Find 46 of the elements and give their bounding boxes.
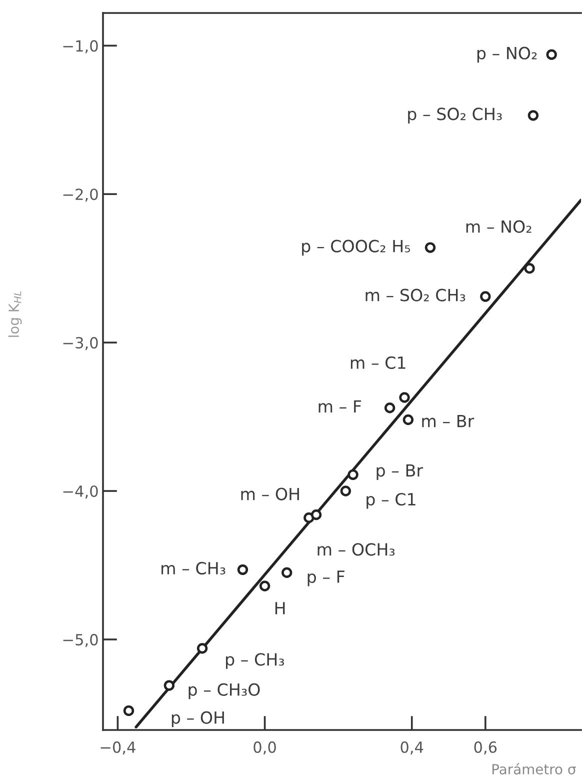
annotation: m – Br bbox=[422, 414, 474, 428]
x-tick-label: 0,4 bbox=[400, 741, 424, 754]
y-tick-label: −5,0 bbox=[63, 634, 98, 648]
point bbox=[164, 680, 175, 691]
y-tick-label: −3,0 bbox=[63, 337, 98, 350]
x-axis-title: Parámetro σ bbox=[492, 763, 576, 774]
annotation: p – CH₃ bbox=[226, 653, 284, 669]
annotation: m – F bbox=[318, 400, 362, 412]
annotation: m – CH₃ bbox=[162, 562, 226, 575]
point bbox=[348, 469, 358, 480]
y-tick-label: −1,0 bbox=[63, 40, 98, 54]
annotation: p – C1 bbox=[366, 492, 416, 509]
y-tick-label: −2,0 bbox=[63, 188, 98, 202]
annotation: p – OH bbox=[172, 711, 224, 728]
y-tick-label: −4,0 bbox=[63, 485, 98, 499]
annotation: p – NO₂ bbox=[477, 46, 537, 63]
point bbox=[524, 262, 535, 274]
y-axis-title: log K$_{HL}$ bbox=[8, 291, 22, 337]
annotation: m – C1 bbox=[350, 356, 406, 369]
annotation: m – OH bbox=[241, 488, 299, 500]
point bbox=[310, 509, 322, 520]
point bbox=[528, 110, 539, 121]
annotation: p – CH₃O bbox=[188, 683, 260, 700]
annotation: p – Br bbox=[376, 464, 424, 480]
annotation: m – SO₂ CH₃ bbox=[366, 288, 466, 302]
annotation: m – NO₂ bbox=[466, 220, 532, 233]
point bbox=[399, 392, 410, 403]
point bbox=[402, 414, 414, 426]
x-tick-label: 0,6 bbox=[474, 741, 497, 754]
x-tick-label: −0,4 bbox=[100, 741, 136, 754]
annotation: p – COOC₂ H₅ bbox=[302, 240, 410, 256]
point bbox=[259, 580, 270, 592]
point bbox=[123, 705, 134, 716]
point bbox=[424, 242, 436, 253]
annotation: H bbox=[275, 602, 285, 614]
annotation: m – OCH₃ bbox=[318, 543, 395, 556]
point bbox=[237, 564, 248, 576]
x-tick-label: 0,0 bbox=[254, 741, 276, 754]
point bbox=[196, 643, 208, 654]
point bbox=[480, 291, 491, 302]
point bbox=[282, 567, 292, 578]
annotation: p – F bbox=[308, 570, 344, 586]
point bbox=[340, 486, 352, 496]
point bbox=[384, 402, 396, 414]
point bbox=[546, 49, 557, 60]
annotation: p – SO₂ CH₃ bbox=[408, 108, 502, 124]
